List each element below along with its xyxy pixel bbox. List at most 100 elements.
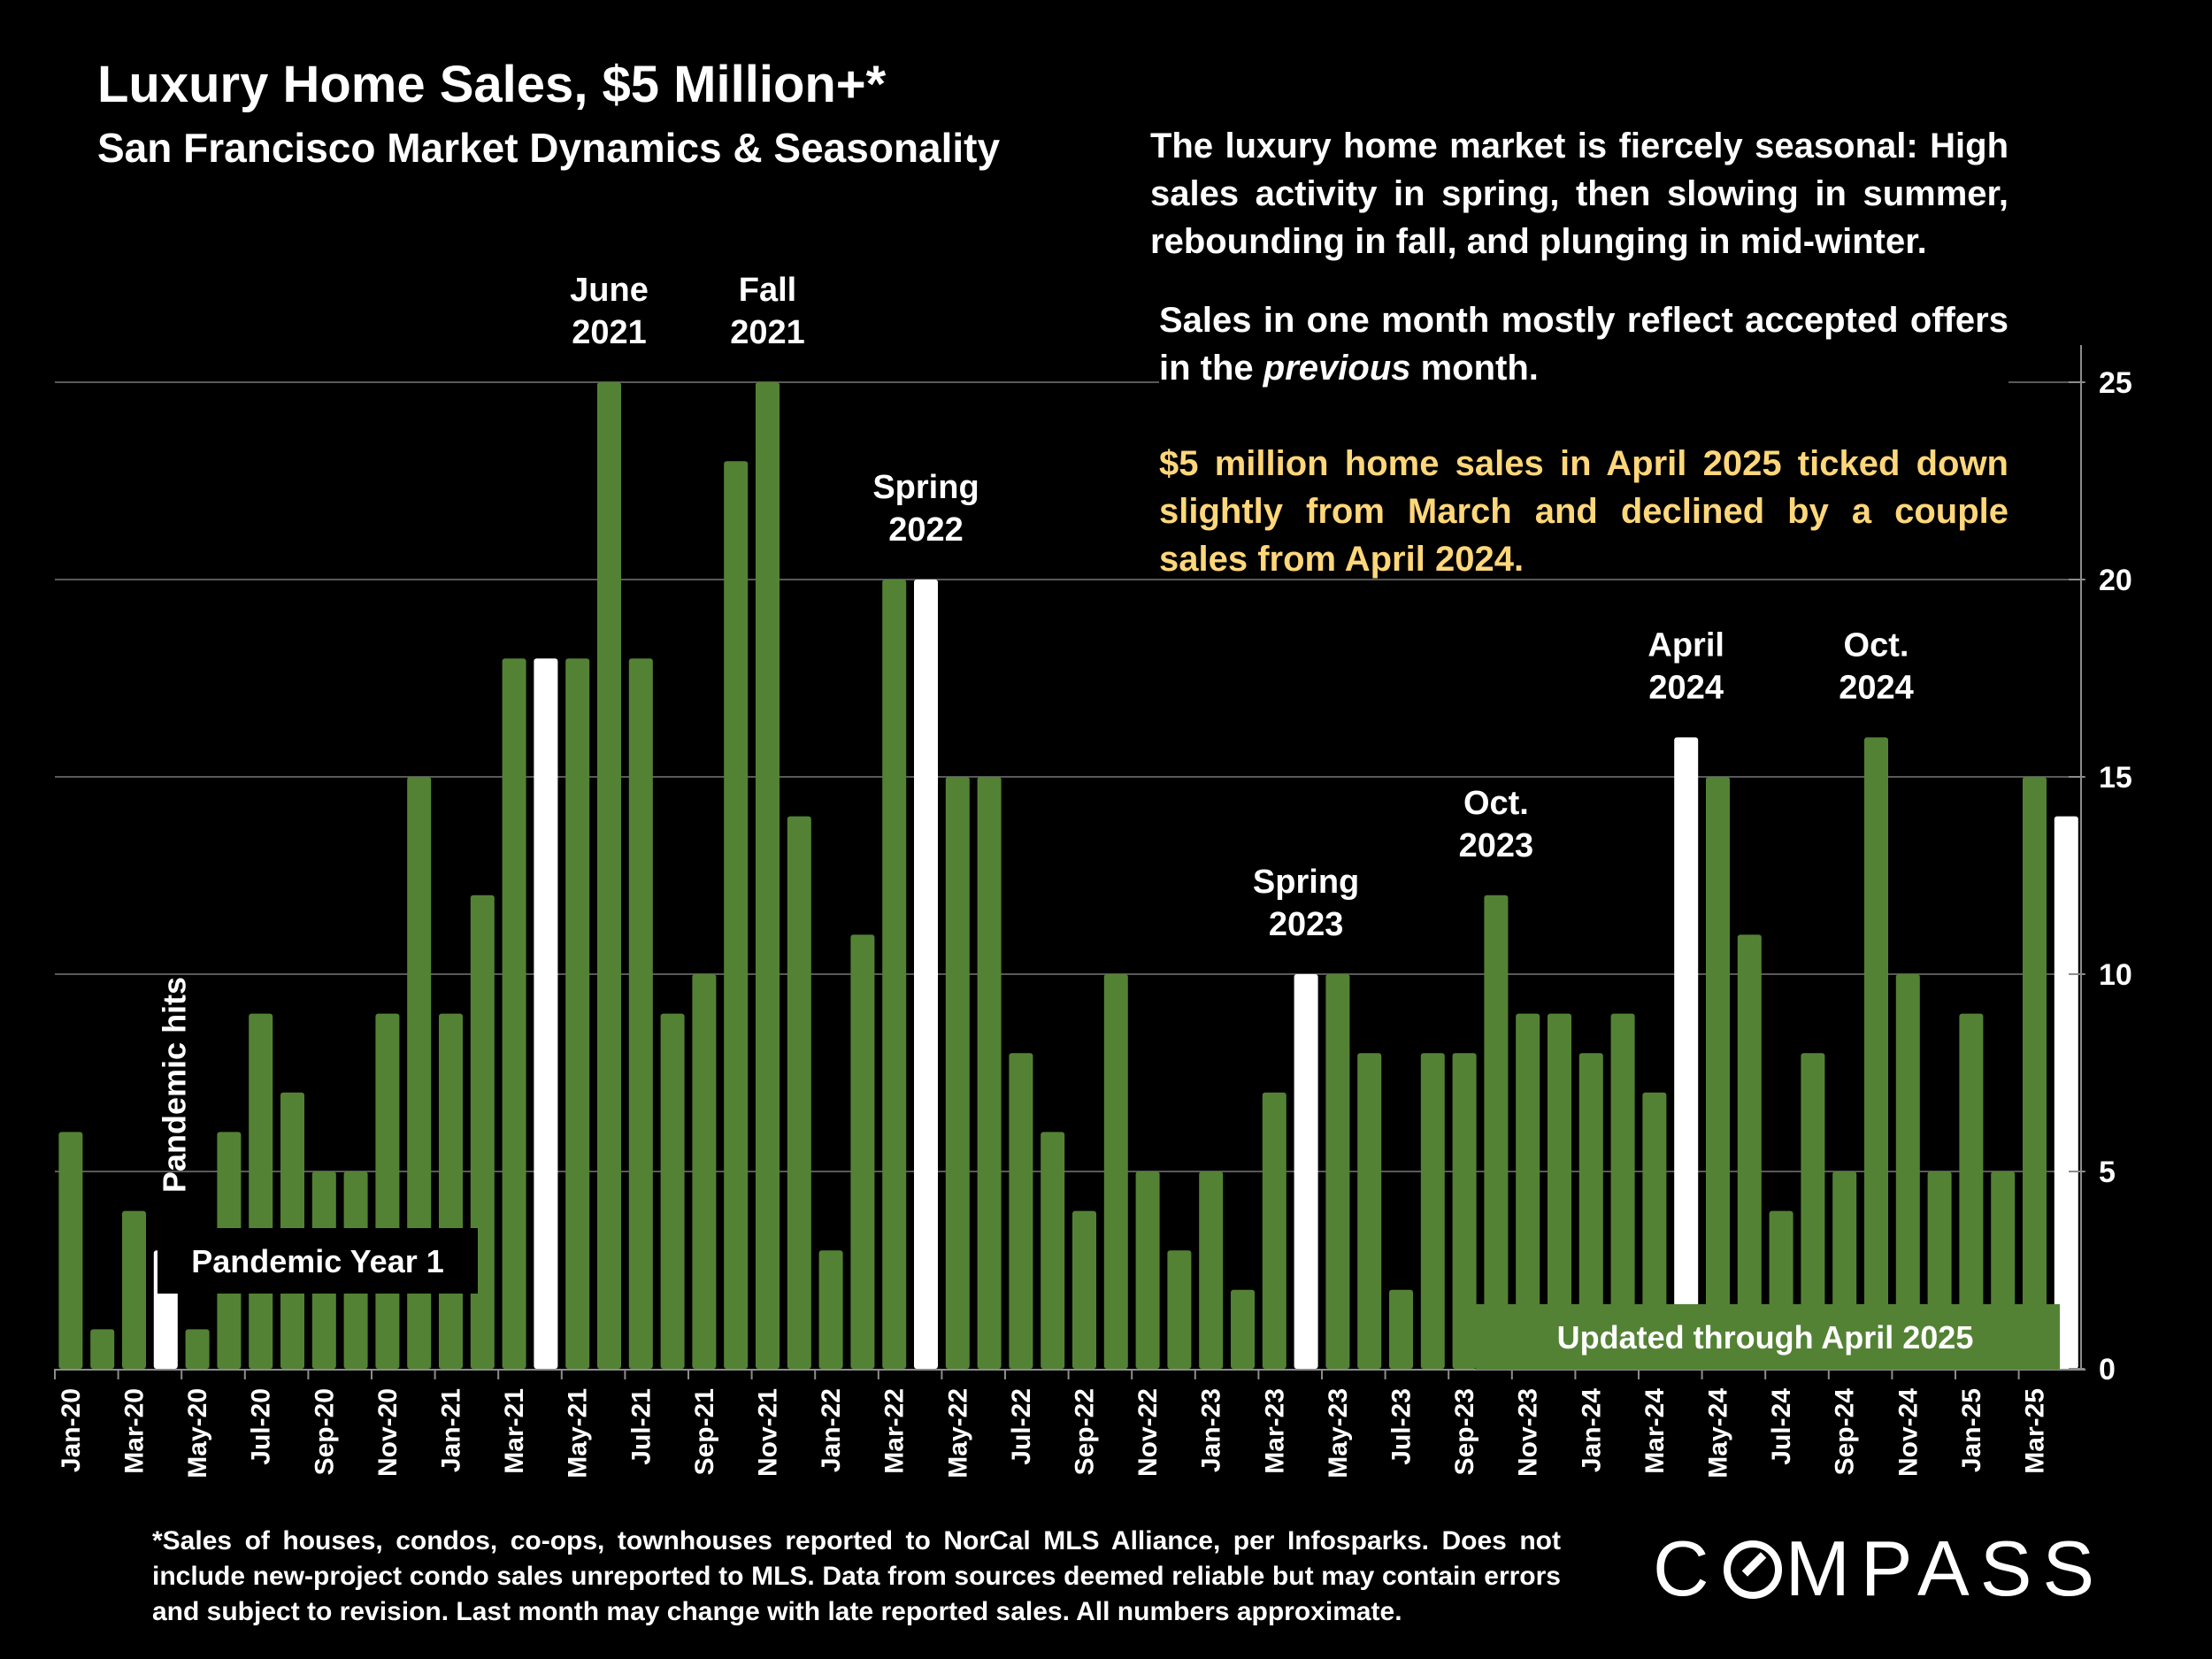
- bar-may-24: [1706, 777, 1730, 1369]
- bar-nov-23: [1516, 1013, 1540, 1369]
- bar-jan-22: [818, 1250, 843, 1369]
- x-tick-label-sep-21: Sep-21: [690, 1388, 719, 1475]
- x-tick-label-jul-21: Jul-21: [626, 1388, 656, 1465]
- chart-subtitle: San Francisco Market Dynamics & Seasonal…: [97, 125, 1001, 171]
- bar-dec-22: [1167, 1250, 1192, 1369]
- offers-commentary-emphasis: previous: [1263, 349, 1411, 388]
- bar-jul-20: [249, 1013, 273, 1369]
- bar-jun-21: [597, 382, 621, 1369]
- bar-nov-20: [375, 1013, 400, 1369]
- bar-jul-22: [1009, 1053, 1033, 1369]
- bar-oct-21: [724, 461, 749, 1370]
- bar-mar-25: [2023, 777, 2047, 1369]
- x-tick-label-may-22: May-22: [943, 1388, 972, 1479]
- bar-nov-22: [1135, 1171, 1160, 1369]
- bar-aug-23: [1420, 1053, 1445, 1369]
- bar-jul-21: [628, 658, 653, 1369]
- bar-apr-24: [1674, 737, 1699, 1369]
- pandemic-year-label: Pandemic Year 1: [191, 1243, 444, 1279]
- bar-apr-21: [534, 658, 558, 1369]
- x-tick-label-jan-24: Jan-24: [1577, 1388, 1606, 1472]
- bar-mar-22: [882, 580, 907, 1369]
- bar-dec-23: [1548, 1013, 1571, 1369]
- annotation-oct-23: Oct.: [1463, 785, 1529, 822]
- y-tick-label-5: 5: [2099, 1156, 2116, 1189]
- annotation-oct-24: Oct.: [1844, 626, 1909, 664]
- pandemic-hits-label: Pandemic hits: [156, 977, 192, 1193]
- chart-title: Luxury Home Sales, $5 Million+*: [97, 56, 887, 113]
- bar-apr-23: [1294, 974, 1318, 1369]
- annotation-apr-22: 2022: [888, 511, 964, 549]
- annotation-jun-21: June: [570, 272, 649, 309]
- x-tick-label-may-24: May-24: [1704, 1388, 1733, 1479]
- x-tick-label-jan-22: Jan-22: [817, 1388, 846, 1472]
- bar-jan-21: [439, 1013, 463, 1369]
- seasonality-commentary: The luxury home market is fiercely seaso…: [1150, 122, 2008, 265]
- x-tick-label-nov-21: Nov-21: [754, 1388, 783, 1477]
- bar-jan-24: [1578, 1053, 1603, 1369]
- annotation-apr-22: Spring: [872, 469, 979, 506]
- x-tick-label-sep-20: Sep-20: [310, 1388, 339, 1475]
- x-tick-label-mar-23: Mar-23: [1260, 1388, 1289, 1474]
- bar-mar-21: [502, 658, 526, 1369]
- logo-text-left: C: [1653, 1525, 1720, 1612]
- x-tick-label-mar-22: Mar-22: [880, 1388, 910, 1474]
- bar-oct-23: [1484, 895, 1509, 1369]
- x-tick-label-sep-22: Sep-22: [1071, 1388, 1100, 1475]
- x-tick-label-nov-20: Nov-20: [373, 1388, 403, 1477]
- bar-feb-20: [90, 1329, 115, 1369]
- x-tick-label-may-21: May-21: [564, 1388, 593, 1479]
- bar-aug-24: [1801, 1053, 1825, 1369]
- annotation-nov-21: Fall: [739, 272, 796, 309]
- x-tick-label-nov-23: Nov-23: [1514, 1388, 1543, 1477]
- x-tick-label-nov-24: Nov-24: [1893, 1388, 1923, 1477]
- annotation-oct-23: 2023: [1459, 827, 1534, 864]
- bar-feb-22: [850, 934, 875, 1369]
- x-tick-label-jul-23: Jul-23: [1387, 1388, 1417, 1465]
- footnote: *Sales of houses, condos, co-ops, townho…: [152, 1526, 1561, 1626]
- bar-jun-24: [1737, 934, 1762, 1369]
- y-tick-label-25: 25: [2099, 366, 2132, 400]
- bar-may-20: [185, 1329, 210, 1369]
- y-tick-label-15: 15: [2099, 761, 2132, 795]
- annotation-nov-21: 2021: [730, 314, 805, 351]
- annotation-apr-24: 2024: [1648, 669, 1724, 706]
- x-tick-label-jan-21: Jan-21: [437, 1388, 466, 1472]
- bar-sep-22: [1072, 1210, 1096, 1369]
- x-tick-label-sep-23: Sep-23: [1450, 1388, 1479, 1475]
- bar-apr-22: [914, 580, 938, 1369]
- bar-feb-24: [1610, 1013, 1635, 1369]
- logo-text-right: MPASS: [1785, 1525, 2106, 1612]
- x-tick-label-mar-24: Mar-24: [1640, 1388, 1670, 1474]
- x-tick-label-mar-21: Mar-21: [500, 1388, 529, 1474]
- bar-jan-25: [1959, 1013, 1984, 1369]
- bar-nov-21: [756, 382, 780, 1369]
- y-tick-label-20: 20: [2099, 564, 2132, 597]
- offers-commentary: Sales in one month mostly reflect accept…: [1159, 296, 2008, 392]
- bar-may-23: [1325, 974, 1350, 1369]
- bar-apr-25: [2054, 816, 2078, 1369]
- bar-oct-24: [1864, 737, 1888, 1369]
- bar-chart: Jan-20 Mar-20 May-20 Jul-20 Sep-20 Nov-20 Jan-…: [54, 272, 2132, 1479]
- x-tick-label-jul-20: Jul-20: [247, 1388, 276, 1465]
- bar-feb-21: [470, 895, 495, 1369]
- bar-may-21: [565, 658, 590, 1369]
- annotation-oct-24: 2024: [1839, 669, 1914, 706]
- compass-logo: C MPASS: [1653, 1524, 2105, 1614]
- y-tick-label-10: 10: [2099, 958, 2132, 992]
- annotation-apr-24: April: [1647, 626, 1724, 664]
- bar-sep-21: [692, 974, 717, 1369]
- x-tick-label-jan-25: Jan-25: [1957, 1388, 1986, 1472]
- pandemic-year-box: [157, 1228, 478, 1294]
- x-tick-label-jan-20: Jan-20: [57, 1388, 86, 1472]
- updated-label: Updated through April 2025: [1557, 1319, 1974, 1356]
- x-tick-label-mar-25: Mar-25: [2021, 1388, 2050, 1474]
- x-tick-label-nov-22: Nov-22: [1133, 1388, 1163, 1477]
- bar-sep-23: [1452, 1053, 1477, 1369]
- bar-dec-20: [407, 777, 432, 1369]
- x-tick-label-jul-24: Jul-24: [1767, 1388, 1796, 1465]
- offers-commentary-end: month.: [1410, 349, 1539, 388]
- bar-mar-23: [1262, 1092, 1286, 1369]
- bar-nov-24: [1895, 974, 1920, 1369]
- bar-jan-23: [1199, 1171, 1224, 1369]
